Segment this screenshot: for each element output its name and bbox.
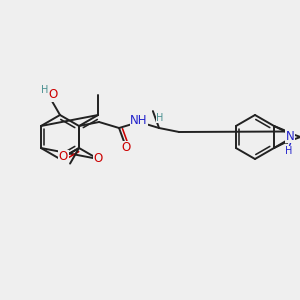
Text: O: O bbox=[122, 141, 131, 154]
Text: NH: NH bbox=[130, 115, 148, 128]
Text: O: O bbox=[122, 141, 131, 154]
Text: O: O bbox=[94, 152, 103, 166]
Text: H: H bbox=[156, 113, 164, 123]
Text: O: O bbox=[59, 151, 68, 164]
Text: O: O bbox=[94, 152, 103, 166]
Text: N: N bbox=[285, 130, 294, 142]
Text: N: N bbox=[285, 130, 294, 142]
Text: H: H bbox=[41, 85, 49, 95]
Text: O: O bbox=[48, 88, 58, 101]
Text: O: O bbox=[48, 88, 58, 101]
Text: H: H bbox=[285, 146, 292, 156]
Text: H: H bbox=[285, 146, 292, 156]
Text: H: H bbox=[41, 85, 49, 95]
Text: NH: NH bbox=[130, 115, 148, 128]
Text: O: O bbox=[59, 151, 68, 164]
Text: H: H bbox=[156, 113, 164, 123]
